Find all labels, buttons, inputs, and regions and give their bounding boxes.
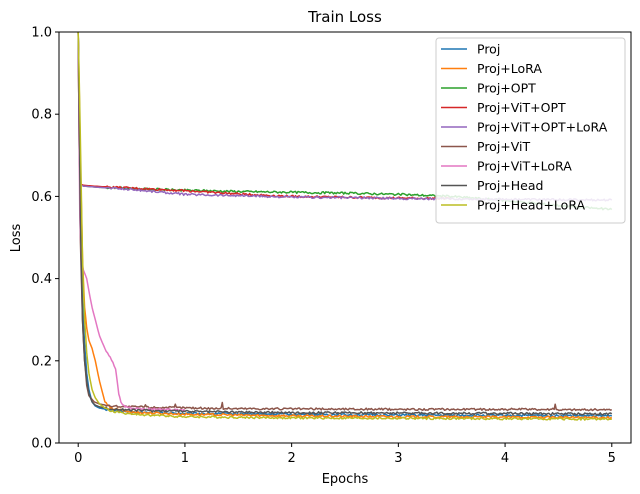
x-tick-label: 3 — [394, 451, 402, 466]
legend-label: Proj — [477, 42, 500, 57]
legend: Proj Proj+LoRA Proj+OPT Proj+ViT+OPT Proj+Vi… — [435, 37, 626, 224]
x-axis-label: Epochs — [322, 472, 369, 487]
y-tick-label: 1.0 — [31, 26, 52, 41]
series-line-proj-vit — [77, 32, 613, 412]
plot-frame — [58, 31, 632, 444]
legend-label: Proj+ViT+OPT+LoRA — [477, 120, 608, 135]
legend-label: Proj+ViT+OPT — [477, 100, 566, 115]
y-tick-label: 0.6 — [31, 190, 52, 205]
y-axis-label: Loss — [9, 224, 24, 253]
y-tick-label: 0.4 — [31, 272, 52, 287]
y-tick-label: 0.2 — [31, 354, 52, 369]
x-tick-label: 5 — [608, 451, 616, 466]
axis-ticks: 0 1 2 3 4 5 0.0 0.2 0.4 0.6 0.8 1.0 — [31, 26, 616, 467]
x-tick-label: 4 — [501, 451, 509, 466]
legend-label: Proj+Head+LoRA — [477, 198, 586, 213]
legend-label: Proj+Head — [477, 178, 543, 193]
series-line-proj-lora — [77, 32, 613, 420]
x-tick-label: 2 — [288, 451, 296, 466]
y-tick-label: 0.0 — [31, 437, 52, 452]
x-tick-label: 1 — [181, 451, 189, 466]
series-line-proj-head — [77, 32, 613, 416]
chart-title: Train Loss — [307, 8, 382, 26]
legend-box — [435, 37, 626, 224]
series-line-proj-vit-lora — [77, 32, 186, 412]
legend-label: Proj+LoRA — [477, 61, 542, 76]
y-tick-label: 0.8 — [31, 108, 52, 123]
series-lines — [77, 32, 613, 421]
legend-label: Proj+ViT — [477, 139, 531, 154]
legend-label: Proj+OPT — [477, 81, 536, 96]
series-line-proj-head-lora — [77, 32, 612, 421]
legend-label: Proj+ViT+LoRA — [477, 159, 572, 174]
x-tick-label: 0 — [74, 451, 82, 466]
